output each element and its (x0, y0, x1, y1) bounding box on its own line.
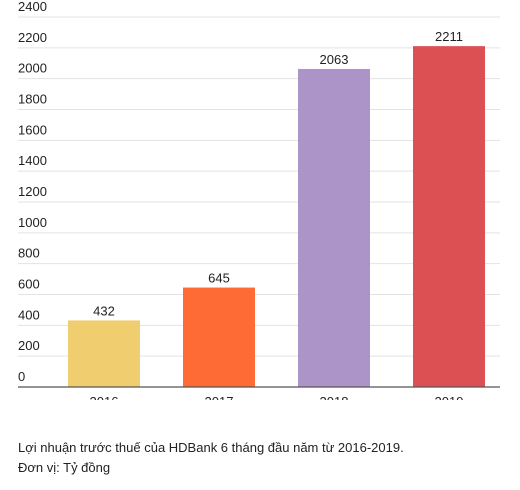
y-tick-label: 2400 (18, 0, 47, 14)
bar-2017 (183, 287, 255, 387)
data-label-2017: 645 (208, 271, 230, 286)
y-tick-label: 1600 (18, 122, 47, 137)
data-label-2019: 2211 (435, 29, 463, 44)
data-label-2018: 2063 (320, 52, 349, 67)
y-axis-ticks: 0 200 400 600 800 1000 1200 1400 1600 1800 2000 220… (18, 0, 47, 384)
x-tick-label-2016: 2016 (90, 394, 119, 400)
x-axis-ticks: 2016 2017 2018 2019 (90, 394, 464, 400)
x-tick-label-2018: 2018 (320, 394, 349, 400)
y-tick-label: 2200 (18, 30, 47, 45)
chart-caption: Lợi nhuận trước thuế của HDBank 6 tháng … (18, 440, 404, 455)
bar-chart: 0 200 400 600 800 1000 1200 1400 1600 1800 2000 220… (18, 0, 500, 400)
y-tick-label: 400 (18, 307, 40, 322)
y-tick-label: 1000 (18, 215, 47, 230)
x-tick-label-2017: 2017 (205, 394, 234, 400)
bar-2019 (413, 46, 485, 387)
y-tick-label: 800 (18, 246, 40, 261)
data-label-2016: 432 (93, 303, 115, 318)
x-tick-label-2019: 2019 (435, 394, 464, 400)
y-tick-label: 1400 (18, 153, 47, 168)
y-tick-label: 1200 (18, 184, 47, 199)
data-labels: 432 645 2063 2211 (93, 29, 463, 318)
y-tick-label: 200 (18, 338, 40, 353)
unit-note: Đơn vị: Tỷ đồng (18, 460, 111, 475)
bar-2018 (298, 68, 370, 388)
y-tick-label: 1800 (18, 92, 47, 107)
bars (68, 46, 485, 388)
y-tick-label: 2000 (18, 61, 47, 76)
y-tick-label: 600 (18, 277, 40, 292)
y-tick-label: 0 (18, 369, 25, 384)
bar-2016 (68, 320, 140, 387)
